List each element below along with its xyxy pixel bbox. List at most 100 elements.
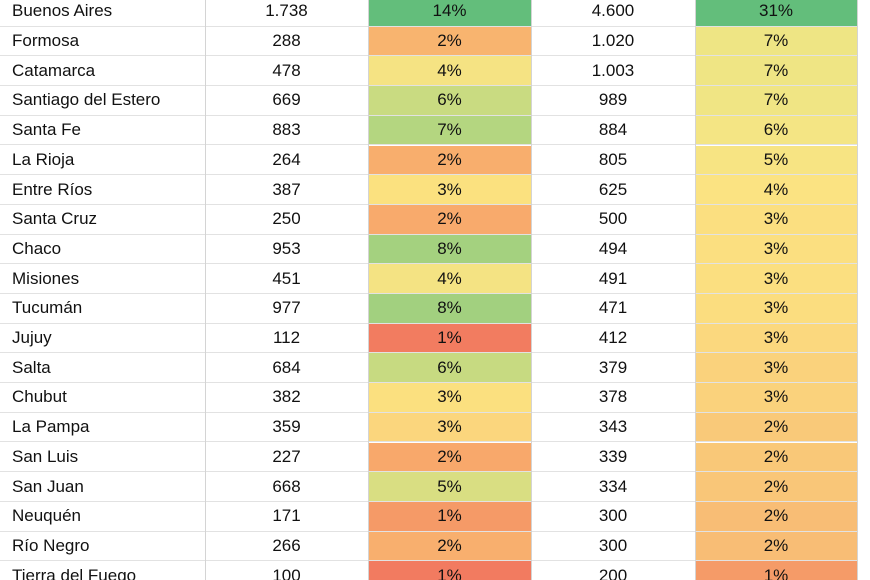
- province-cell: Santa Fe: [0, 116, 205, 146]
- count-b-cell: 200: [531, 561, 695, 580]
- share-a-cell: 3%: [368, 412, 531, 443]
- share-b-cell: 2%: [695, 472, 857, 502]
- count-b-cell: 1.020: [531, 27, 695, 57]
- count-b-cell: 494: [531, 235, 695, 265]
- share-a-cell: 6%: [368, 353, 531, 384]
- share-b-cell: 2%: [695, 531, 857, 562]
- count-a-cell: 264: [205, 146, 368, 176]
- share-a-cell: 7%: [368, 115, 531, 146]
- count-a-cell: 669: [205, 86, 368, 116]
- share-b-cell: 3%: [695, 294, 857, 324]
- count-a-cell: 883: [205, 116, 368, 146]
- province-cell: Chubut: [0, 383, 205, 413]
- count-a-cell: 977: [205, 294, 368, 324]
- share-a-cell: 4%: [368, 264, 531, 294]
- column-line: [368, 0, 369, 580]
- share-b-cell: 1%: [695, 561, 857, 580]
- province-cell: La Rioja: [0, 146, 205, 176]
- count-b-cell: 989: [531, 86, 695, 116]
- share-b-cell: 2%: [695, 412, 857, 443]
- share-b-cell: 4%: [695, 175, 857, 205]
- count-b-cell: 378: [531, 383, 695, 413]
- share-b-cell: 31%: [695, 0, 857, 27]
- column-line: [857, 0, 858, 580]
- province-cell: La Pampa: [0, 413, 205, 443]
- count-b-cell: 343: [531, 413, 695, 443]
- province-cell: Salta: [0, 353, 205, 384]
- count-a-cell: 1.738: [205, 0, 368, 27]
- share-a-cell: 2%: [368, 442, 531, 473]
- share-a-cell: 6%: [368, 86, 531, 116]
- share-a-cell: 3%: [368, 175, 531, 205]
- count-b-cell: 379: [531, 353, 695, 384]
- share-a-cell: 5%: [368, 472, 531, 502]
- count-b-cell: 491: [531, 264, 695, 294]
- column-line: [531, 0, 532, 580]
- count-b-cell: 300: [531, 532, 695, 562]
- share-b-cell: 7%: [695, 56, 857, 87]
- province-cell: Entre Ríos: [0, 175, 205, 205]
- count-a-cell: 288: [205, 27, 368, 57]
- share-a-cell: 2%: [368, 531, 531, 562]
- count-a-cell: 227: [205, 443, 368, 473]
- province-cell: Tucumán: [0, 294, 205, 324]
- share-a-cell: 4%: [368, 56, 531, 87]
- count-a-cell: 953: [205, 235, 368, 265]
- count-b-cell: 805: [531, 146, 695, 176]
- count-b-cell: 300: [531, 502, 695, 532]
- share-a-cell: 1%: [368, 501, 531, 532]
- count-a-cell: 112: [205, 324, 368, 354]
- province-cell: Catamarca: [0, 56, 205, 87]
- column-line: [205, 0, 206, 580]
- count-b-cell: 1.003: [531, 56, 695, 87]
- share-a-cell: 2%: [368, 145, 531, 176]
- share-a-cell: 8%: [368, 234, 531, 265]
- count-a-cell: 478: [205, 56, 368, 87]
- share-b-cell: 3%: [695, 383, 857, 413]
- count-a-cell: 100: [205, 561, 368, 580]
- count-b-cell: 471: [531, 294, 695, 324]
- count-b-cell: 334: [531, 472, 695, 502]
- share-b-cell: 2%: [695, 501, 857, 532]
- count-a-cell: 382: [205, 383, 368, 413]
- share-b-cell: 7%: [695, 86, 857, 116]
- province-cell: Santiago del Estero: [0, 86, 205, 116]
- province-cell: Neuquén: [0, 502, 205, 532]
- share-b-cell: 3%: [695, 323, 857, 354]
- count-a-cell: 171: [205, 502, 368, 532]
- province-cell: Chaco: [0, 235, 205, 265]
- count-b-cell: 500: [531, 205, 695, 235]
- share-b-cell: 3%: [695, 204, 857, 235]
- province-cell: San Juan: [0, 472, 205, 502]
- province-cell: Formosa: [0, 27, 205, 57]
- province-cell: Jujuy: [0, 324, 205, 354]
- province-cell: Tierra del Fuego: [0, 561, 205, 580]
- province-cell: Buenos Aires: [0, 0, 205, 27]
- share-a-cell: 2%: [368, 26, 531, 57]
- count-a-cell: 266: [205, 532, 368, 562]
- share-a-cell: 1%: [368, 561, 531, 580]
- count-b-cell: 884: [531, 116, 695, 146]
- count-b-cell: 412: [531, 324, 695, 354]
- column-line: [695, 0, 696, 580]
- share-a-cell: 1%: [368, 323, 531, 354]
- share-b-cell: 7%: [695, 26, 857, 57]
- province-cell: San Luis: [0, 443, 205, 473]
- share-a-cell: 2%: [368, 204, 531, 235]
- share-b-cell: 6%: [695, 115, 857, 146]
- count-a-cell: 250: [205, 205, 368, 235]
- count-a-cell: 359: [205, 413, 368, 443]
- province-cell: Santa Cruz: [0, 205, 205, 235]
- share-b-cell: 3%: [695, 353, 857, 384]
- share-a-cell: 3%: [368, 383, 531, 413]
- share-a-cell: 14%: [368, 0, 531, 27]
- count-a-cell: 668: [205, 472, 368, 502]
- count-a-cell: 451: [205, 264, 368, 294]
- share-b-cell: 3%: [695, 264, 857, 294]
- count-a-cell: 684: [205, 353, 368, 384]
- share-b-cell: 3%: [695, 234, 857, 265]
- share-a-cell: 8%: [368, 294, 531, 324]
- count-a-cell: 387: [205, 175, 368, 205]
- share-b-cell: 5%: [695, 145, 857, 176]
